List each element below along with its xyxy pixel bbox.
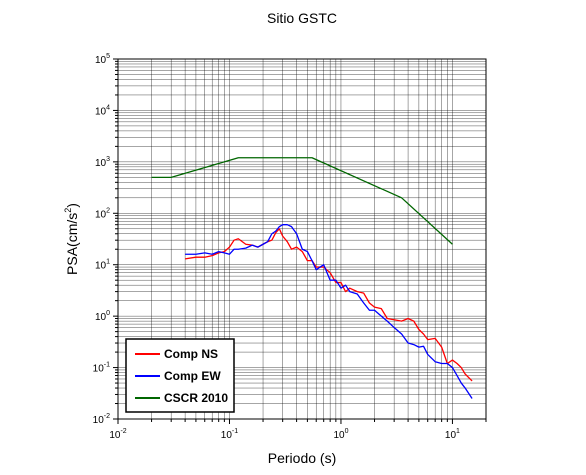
y-tick-exp: 2 (106, 207, 110, 214)
y-tick-exp: -2 (104, 413, 110, 420)
x-tick-label: 100 (333, 428, 348, 441)
x-tick-base: 10 (109, 430, 121, 441)
y-tick-label: 10-1 (93, 362, 110, 375)
y-tick-label: 100 (95, 310, 110, 323)
y-tick-label: 101 (95, 259, 110, 272)
x-tick-exp: -2 (120, 428, 126, 435)
x-tick-label: 10-2 (109, 428, 126, 441)
y-tick-label: 105 (95, 53, 110, 66)
y-tick-base: 10 (95, 261, 107, 272)
x-tick-base: 10 (333, 430, 345, 441)
x-tick-label: 10-1 (221, 428, 238, 441)
y-tick-base: 10 (95, 55, 107, 66)
y-tick-label: 103 (95, 156, 110, 169)
x-tick-label: 101 (445, 428, 460, 441)
y-tick-base: 10 (93, 415, 105, 426)
legend-label: Comp NS (164, 347, 218, 361)
y-tick-base: 10 (95, 158, 107, 169)
x-tick-base: 10 (221, 430, 233, 441)
series-layer (151, 157, 473, 399)
x-axis: 10-2 10-1 100 101 (109, 419, 487, 441)
y-axis-label-close: ) (64, 203, 80, 208)
chart-legend: Comp NS Comp EW CSCR 2010 (125, 338, 235, 413)
plot-frame (117, 58, 487, 420)
x-tick-exp: 1 (456, 428, 460, 435)
y-tick-exp: 0 (106, 310, 110, 317)
legend-label: CSCR 2010 (164, 391, 228, 405)
y-tick-exp: 5 (106, 53, 110, 60)
series-line-comp-ns (185, 228, 473, 382)
y-tick-base: 10 (95, 209, 107, 220)
y-tick-exp: 1 (106, 259, 110, 266)
y-axis-label-exp: 2 (63, 208, 73, 213)
y-tick-exp: 3 (106, 156, 110, 163)
x-axis-label: Periodo (s) (268, 450, 336, 466)
y-tick-base: 10 (95, 106, 107, 117)
y-axis-label-base: PSA(cm/s (64, 213, 80, 275)
x-tick-exp: -1 (232, 428, 238, 435)
y-tick-label: 104 (95, 104, 110, 117)
y-tick-label: 10-2 (93, 413, 110, 426)
y-axis-label: PSA(cm/s2) (63, 203, 80, 275)
plot-grid (117, 58, 487, 420)
y-tick-base: 10 (95, 312, 107, 323)
legend-label: Comp EW (164, 369, 221, 383)
series-line-cscr-2010 (151, 157, 453, 245)
x-tick-exp: 0 (345, 428, 349, 435)
chart-title: Sitio GSTC (267, 10, 337, 26)
series-line-comp-ew (185, 224, 473, 399)
y-tick-base: 10 (93, 364, 105, 375)
x-tick-base: 10 (445, 430, 457, 441)
y-tick-exp: 4 (106, 104, 110, 111)
y-tick-label: 102 (95, 207, 110, 220)
y-tick-exp: -1 (104, 362, 110, 369)
